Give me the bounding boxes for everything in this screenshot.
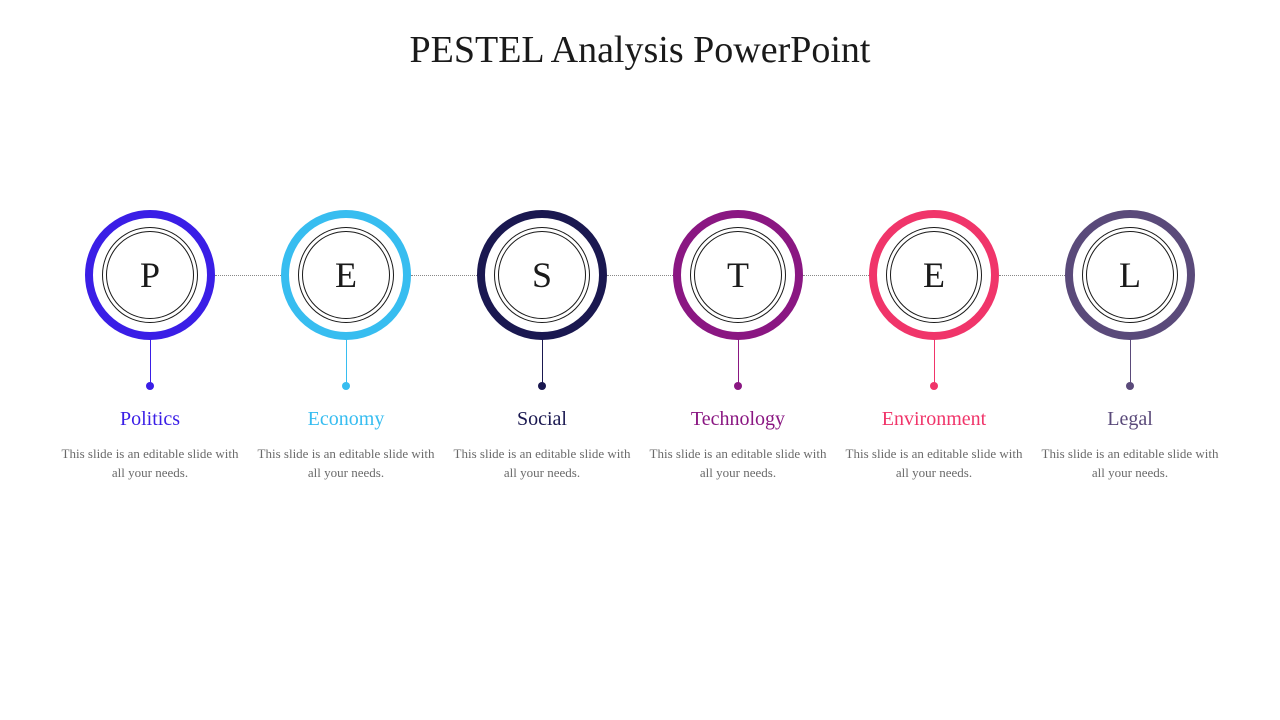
ring: L [1065, 210, 1195, 340]
stem [1130, 339, 1131, 383]
ring: E [281, 210, 411, 340]
dot-icon [1126, 382, 1134, 390]
label: Politics [120, 408, 180, 431]
ring-inner: L [1082, 227, 1178, 323]
ring-inner: P [102, 227, 198, 323]
letter: T [727, 254, 749, 296]
connector [999, 275, 1065, 276]
description: This slide is an editable slide with all… [648, 445, 828, 483]
stem [150, 339, 151, 383]
ring: T [673, 210, 803, 340]
label: Economy [308, 408, 385, 431]
dot-icon [146, 382, 154, 390]
stem [738, 339, 739, 383]
pestel-col-economy: EEconomyThis slide is an editable slide … [276, 210, 416, 483]
slide-title: PESTEL Analysis PowerPoint [0, 28, 1280, 72]
dot-icon [538, 382, 546, 390]
description: This slide is an editable slide with all… [60, 445, 240, 483]
ring: P [85, 210, 215, 340]
letter: L [1119, 254, 1141, 296]
letter: E [923, 254, 945, 296]
letter: P [140, 254, 160, 296]
pestel-row: P Politics This slide is an editable slide… [0, 210, 1280, 483]
connector [411, 275, 477, 276]
connector [215, 275, 281, 276]
ring: S [477, 210, 607, 340]
description: This slide is an editable slide with all… [1040, 445, 1220, 483]
slide: PESTEL Analysis PowerPoint P Politics This… [0, 0, 1280, 720]
letter: E [335, 254, 357, 296]
description: This slide is an editable slide with all… [452, 445, 632, 483]
connector [803, 275, 869, 276]
label: Environment [882, 408, 986, 431]
stem [542, 339, 543, 383]
stem [934, 339, 935, 383]
description: This slide is an editable slide with all… [256, 445, 436, 483]
label: Legal [1107, 408, 1153, 431]
ring-inner: S [494, 227, 590, 323]
pestel-col-social: SSocialThis slide is an editable slide w… [472, 210, 612, 483]
label: Technology [691, 408, 785, 431]
connector [607, 275, 673, 276]
pestel-col-politics: PPoliticsThis slide is an editable slide… [80, 210, 220, 483]
dot-icon [342, 382, 350, 390]
ring-inner: E [886, 227, 982, 323]
letter: S [532, 254, 552, 296]
ring: E [869, 210, 999, 340]
pestel-col-technology: TTechnologyThis slide is an editable sli… [668, 210, 808, 483]
dot-icon [930, 382, 938, 390]
dot-icon [734, 382, 742, 390]
ring-inner: T [690, 227, 786, 323]
label: Social [517, 408, 567, 431]
pestel-col-environment: EEnvironmentThis slide is an editable sl… [864, 210, 1004, 483]
stem [346, 339, 347, 383]
pestel-col-legal: LLegalThis slide is an editable slide wi… [1060, 210, 1200, 483]
ring-inner: E [298, 227, 394, 323]
description: This slide is an editable slide with all… [844, 445, 1024, 483]
